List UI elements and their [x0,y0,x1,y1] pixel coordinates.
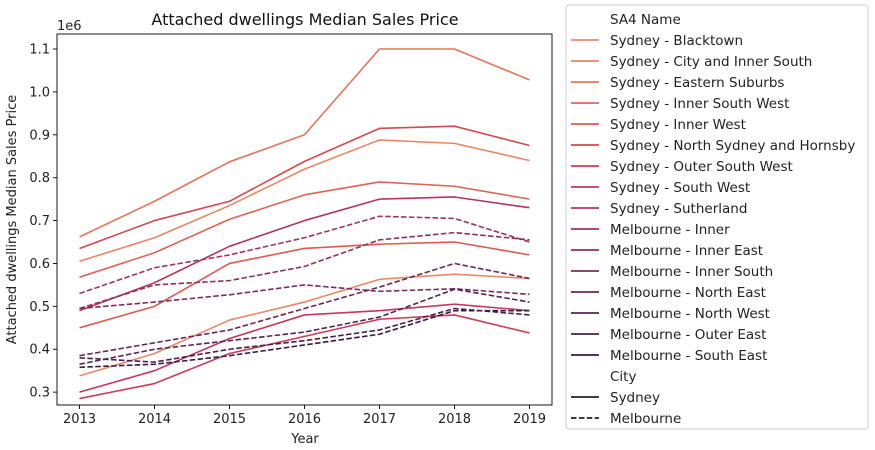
series-line-15 [79,309,530,369]
x-tick-label: 2015 [213,412,246,427]
legend-item-label: Melbourne - Inner South [610,264,773,280]
x-tick-label: 2018 [438,412,471,427]
series-line-14 [79,307,530,363]
series-line-1 [79,139,530,263]
legend-item-label: Sydney - Inner West [610,117,746,133]
y-tick-label: 0.3 [29,386,50,401]
legend-title-hue: SA4 Name [610,12,681,28]
legend-title-style: City [610,369,636,385]
series-line-0 [79,273,530,377]
y-tick-label: 0.9 [29,128,50,143]
series-line-12 [79,262,530,357]
series-line-5 [79,125,530,250]
legend-style-label: Sydney [610,390,660,406]
plot-lines [79,48,530,400]
legend-items: SA4 Name Sydney - Blacktown Sydney - City … [571,12,855,427]
y-tick-label: 0.6 [29,257,50,272]
x-axis: 2013 2014 2015 2016 2017 2018 2019 [63,405,546,427]
legend-item-label: Melbourne - Inner East [610,243,763,259]
x-tick-label: 2013 [63,412,96,427]
series-line-2 [79,48,530,238]
series-line-9 [79,215,530,295]
series-line-10 [79,231,530,310]
plot-frame [56,33,553,406]
series-line-6 [79,314,530,400]
x-tick-label: 2019 [513,412,546,427]
legend-item-label: Sydney - Inner South West [610,96,789,112]
x-tick-label: 2014 [138,412,171,427]
y-tick-label: 0.8 [29,171,50,186]
x-tick-label: 2016 [288,412,321,427]
series-line-7 [79,303,530,393]
y-tick-label: 1.1 [29,43,50,58]
series-line-3 [79,181,530,278]
legend-item-label: Sydney - North Sydney and Hornsby [610,138,855,154]
legend-item-label: Sydney - Sutherland [610,201,747,217]
y-axis: 0.3 0.4 0.5 0.6 0.7 0.8 0.9 1.0 1.1 [29,43,57,401]
y-axis-title: Attached dwellings Median Sales Price [5,95,20,345]
y-tick-label: 1.0 [29,85,50,100]
series-line-4 [79,241,530,329]
legend-item-label: Sydney - Blacktown [610,33,743,49]
legend-item-label: Sydney - Eastern Suburbs [610,75,784,91]
series-line-8 [79,196,530,312]
legend-item-label: Melbourne - South East [610,348,767,364]
y-tick-label: 0.5 [29,300,50,315]
legend-item-label: Melbourne - North East [610,285,766,301]
legend-item-label: Melbourne - Outer East [610,327,766,343]
legend: SA4 Name Sydney - Blacktown Sydney - City … [565,4,869,430]
x-axis-title: Year [290,432,319,447]
y-scale-label: 1e6 [57,19,82,34]
legend-style-label: Melbourne [610,411,681,427]
y-tick-label: 0.4 [29,343,50,358]
legend-item-label: Sydney - South West [610,180,750,196]
chart-title: Attached dwellings Median Sales Price [151,10,458,29]
legend-item-label: Sydney - City and Inner South [610,54,812,70]
x-tick-label: 2017 [363,412,396,427]
series-line-13 [79,288,530,366]
legend-item-label: Melbourne - Inner [610,222,730,238]
y-tick-label: 0.7 [29,214,50,229]
legend-item-label: Sydney - Outer South West [610,159,793,175]
legend-item-label: Melbourne - North West [610,306,770,322]
legend-frame [565,4,869,430]
